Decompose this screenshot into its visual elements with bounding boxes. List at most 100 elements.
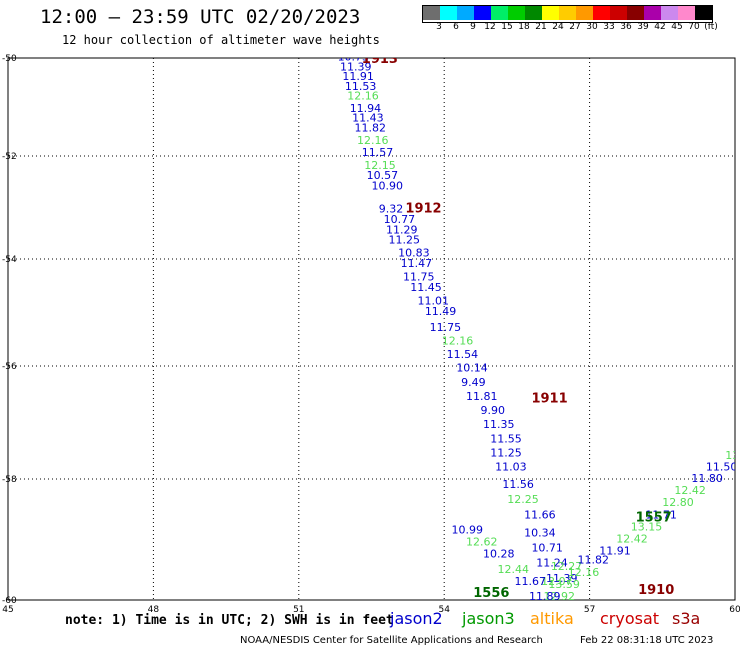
legend-swatch: [457, 6, 474, 20]
wave-height-label: 10.28: [483, 548, 515, 561]
legend-swatch: [440, 6, 457, 20]
legend-swatch: [644, 6, 661, 20]
data-layer: 10.7311.3911.9111.5312.1611.9411.4311.82…: [338, 52, 740, 603]
credit-line: NOAA/NESDIS Center for Satellite Applica…: [240, 635, 543, 646]
legend-label: 45: [671, 22, 683, 32]
wave-height-label: 11.47: [401, 257, 433, 270]
color-legend: [422, 5, 713, 23]
wave-height-label: 11.25: [388, 234, 420, 247]
wave-height-label: 12.80: [662, 496, 694, 509]
wave-height-label: 10.14: [456, 362, 488, 375]
wave-height-label: 12.25: [507, 493, 539, 506]
legend-label: 9: [470, 22, 476, 32]
footnote: note: 1) Time is in UTC; 2) SWH is in fe…: [65, 613, 394, 628]
wave-height-label: 10.34: [524, 526, 556, 539]
wave-height-label: 11.67: [514, 575, 546, 588]
track-id-label: 1913: [362, 52, 398, 67]
wave-height-label: 11.49: [425, 305, 457, 318]
track-id-label: 1912: [405, 202, 441, 217]
legend-label: 15: [501, 22, 513, 32]
legend-swatch: [525, 6, 542, 20]
page-subtitle: 12 hour collection of altimeter wave hei…: [62, 33, 380, 47]
wave-height-label: 12.16: [442, 335, 474, 348]
wave-height-label: 11.71: [645, 508, 677, 521]
x-tick-label: 51: [293, 605, 304, 615]
legend-swatch: [491, 6, 508, 20]
legend-swatch: [610, 6, 627, 20]
wave-height-label: 11.39: [340, 60, 372, 73]
wave-height-label: 11.01: [418, 294, 450, 307]
wave-height-label: 11.57: [362, 146, 394, 159]
wave-height-label: 12.42: [616, 533, 648, 546]
wave-height-label: 11.35: [483, 418, 515, 431]
wave-height-label: 13.: [725, 449, 740, 462]
wave-height-label: 11.81: [466, 390, 498, 403]
wave-height-label: 10.77: [384, 213, 416, 226]
legend-label: 42: [654, 22, 666, 32]
legend-label: 39: [637, 22, 649, 32]
wave-height-label: 10.83: [398, 246, 430, 259]
wave-height-label: 12.92: [544, 590, 576, 603]
legend-swatch: [542, 6, 559, 20]
wave-height-label: 11.56: [502, 478, 534, 491]
sat-label-jason2: jason2: [390, 609, 443, 628]
y-tick-label: -60: [2, 596, 17, 606]
x-tick-label: 54: [438, 605, 450, 615]
wave-height-label: 11.24: [536, 557, 568, 570]
sat-label-s3a: s3a: [672, 609, 701, 628]
plot-frame: [7, 57, 736, 601]
timestamp: Feb 22 08:31:18 UTC 2023: [580, 635, 714, 646]
wave-height-label: 11.80: [691, 472, 723, 485]
wave-height-label: 12.62: [466, 536, 498, 549]
wave-height-label: 12.16: [568, 566, 600, 579]
wave-height-label: 11.54: [447, 348, 479, 361]
y-tick-label: -52: [2, 152, 17, 162]
track-id-label: 1911: [531, 392, 567, 407]
wave-height-label: 11.45: [410, 281, 442, 294]
wave-height-label: 12.07: [541, 575, 573, 588]
y-tick-label: -58: [2, 475, 17, 485]
wave-height-label: 11.25: [490, 446, 522, 459]
legend-label: 27: [569, 22, 581, 32]
legend-swatch: [559, 6, 576, 20]
x-tick-label: 48: [148, 605, 160, 615]
y-tick-label: -50: [2, 54, 17, 64]
legend-label: 36: [620, 22, 632, 32]
wave-height-label: 11.50: [706, 461, 738, 474]
sat-label-jason3: jason3: [462, 609, 515, 628]
legend-label: 3: [436, 22, 442, 32]
legend-label: 12: [484, 22, 496, 32]
wave-height-label: 9.49: [461, 376, 486, 389]
wave-height-label: 11.89: [529, 590, 561, 603]
wave-height-label: 12.27: [551, 560, 583, 573]
y-tick-label: -56: [2, 362, 17, 372]
page-title: 12:00 – 23:59 UTC 02/20/2023: [40, 6, 361, 28]
wave-height-label: 12.42: [674, 484, 706, 497]
wave-height-label: 11.75: [430, 321, 462, 334]
wave-height-label: 11.39: [546, 572, 578, 585]
wave-height-label: 9.90: [481, 404, 506, 417]
wave-height-label: 11.82: [355, 122, 387, 135]
wave-height-label: 12.16: [357, 134, 389, 147]
legend-label: 6: [453, 22, 459, 32]
legend-label: 18: [518, 22, 530, 32]
wave-height-label: 11.53: [345, 80, 377, 93]
legend-swatch: [593, 6, 610, 20]
legend-label: 21: [535, 22, 547, 32]
legend-swatch: [678, 6, 695, 20]
track-id-label: 1556: [473, 586, 509, 601]
legend-label: (ft): [704, 22, 718, 32]
x-tick-label: 57: [584, 605, 595, 615]
wave-height-label: 11.66: [524, 508, 556, 521]
sat-label-altika: altika: [530, 609, 574, 628]
wave-height-label: 11.03: [495, 461, 526, 474]
wave-height-label: 11.91: [342, 70, 374, 83]
x-tick-label: 45: [2, 605, 13, 615]
wave-height-label: 11.29: [386, 223, 418, 236]
legend-swatch: [627, 6, 644, 20]
wave-height-label: 11.55: [490, 432, 522, 445]
track-id-label: 1910: [638, 583, 674, 598]
wave-height-label: 10.90: [372, 179, 404, 192]
